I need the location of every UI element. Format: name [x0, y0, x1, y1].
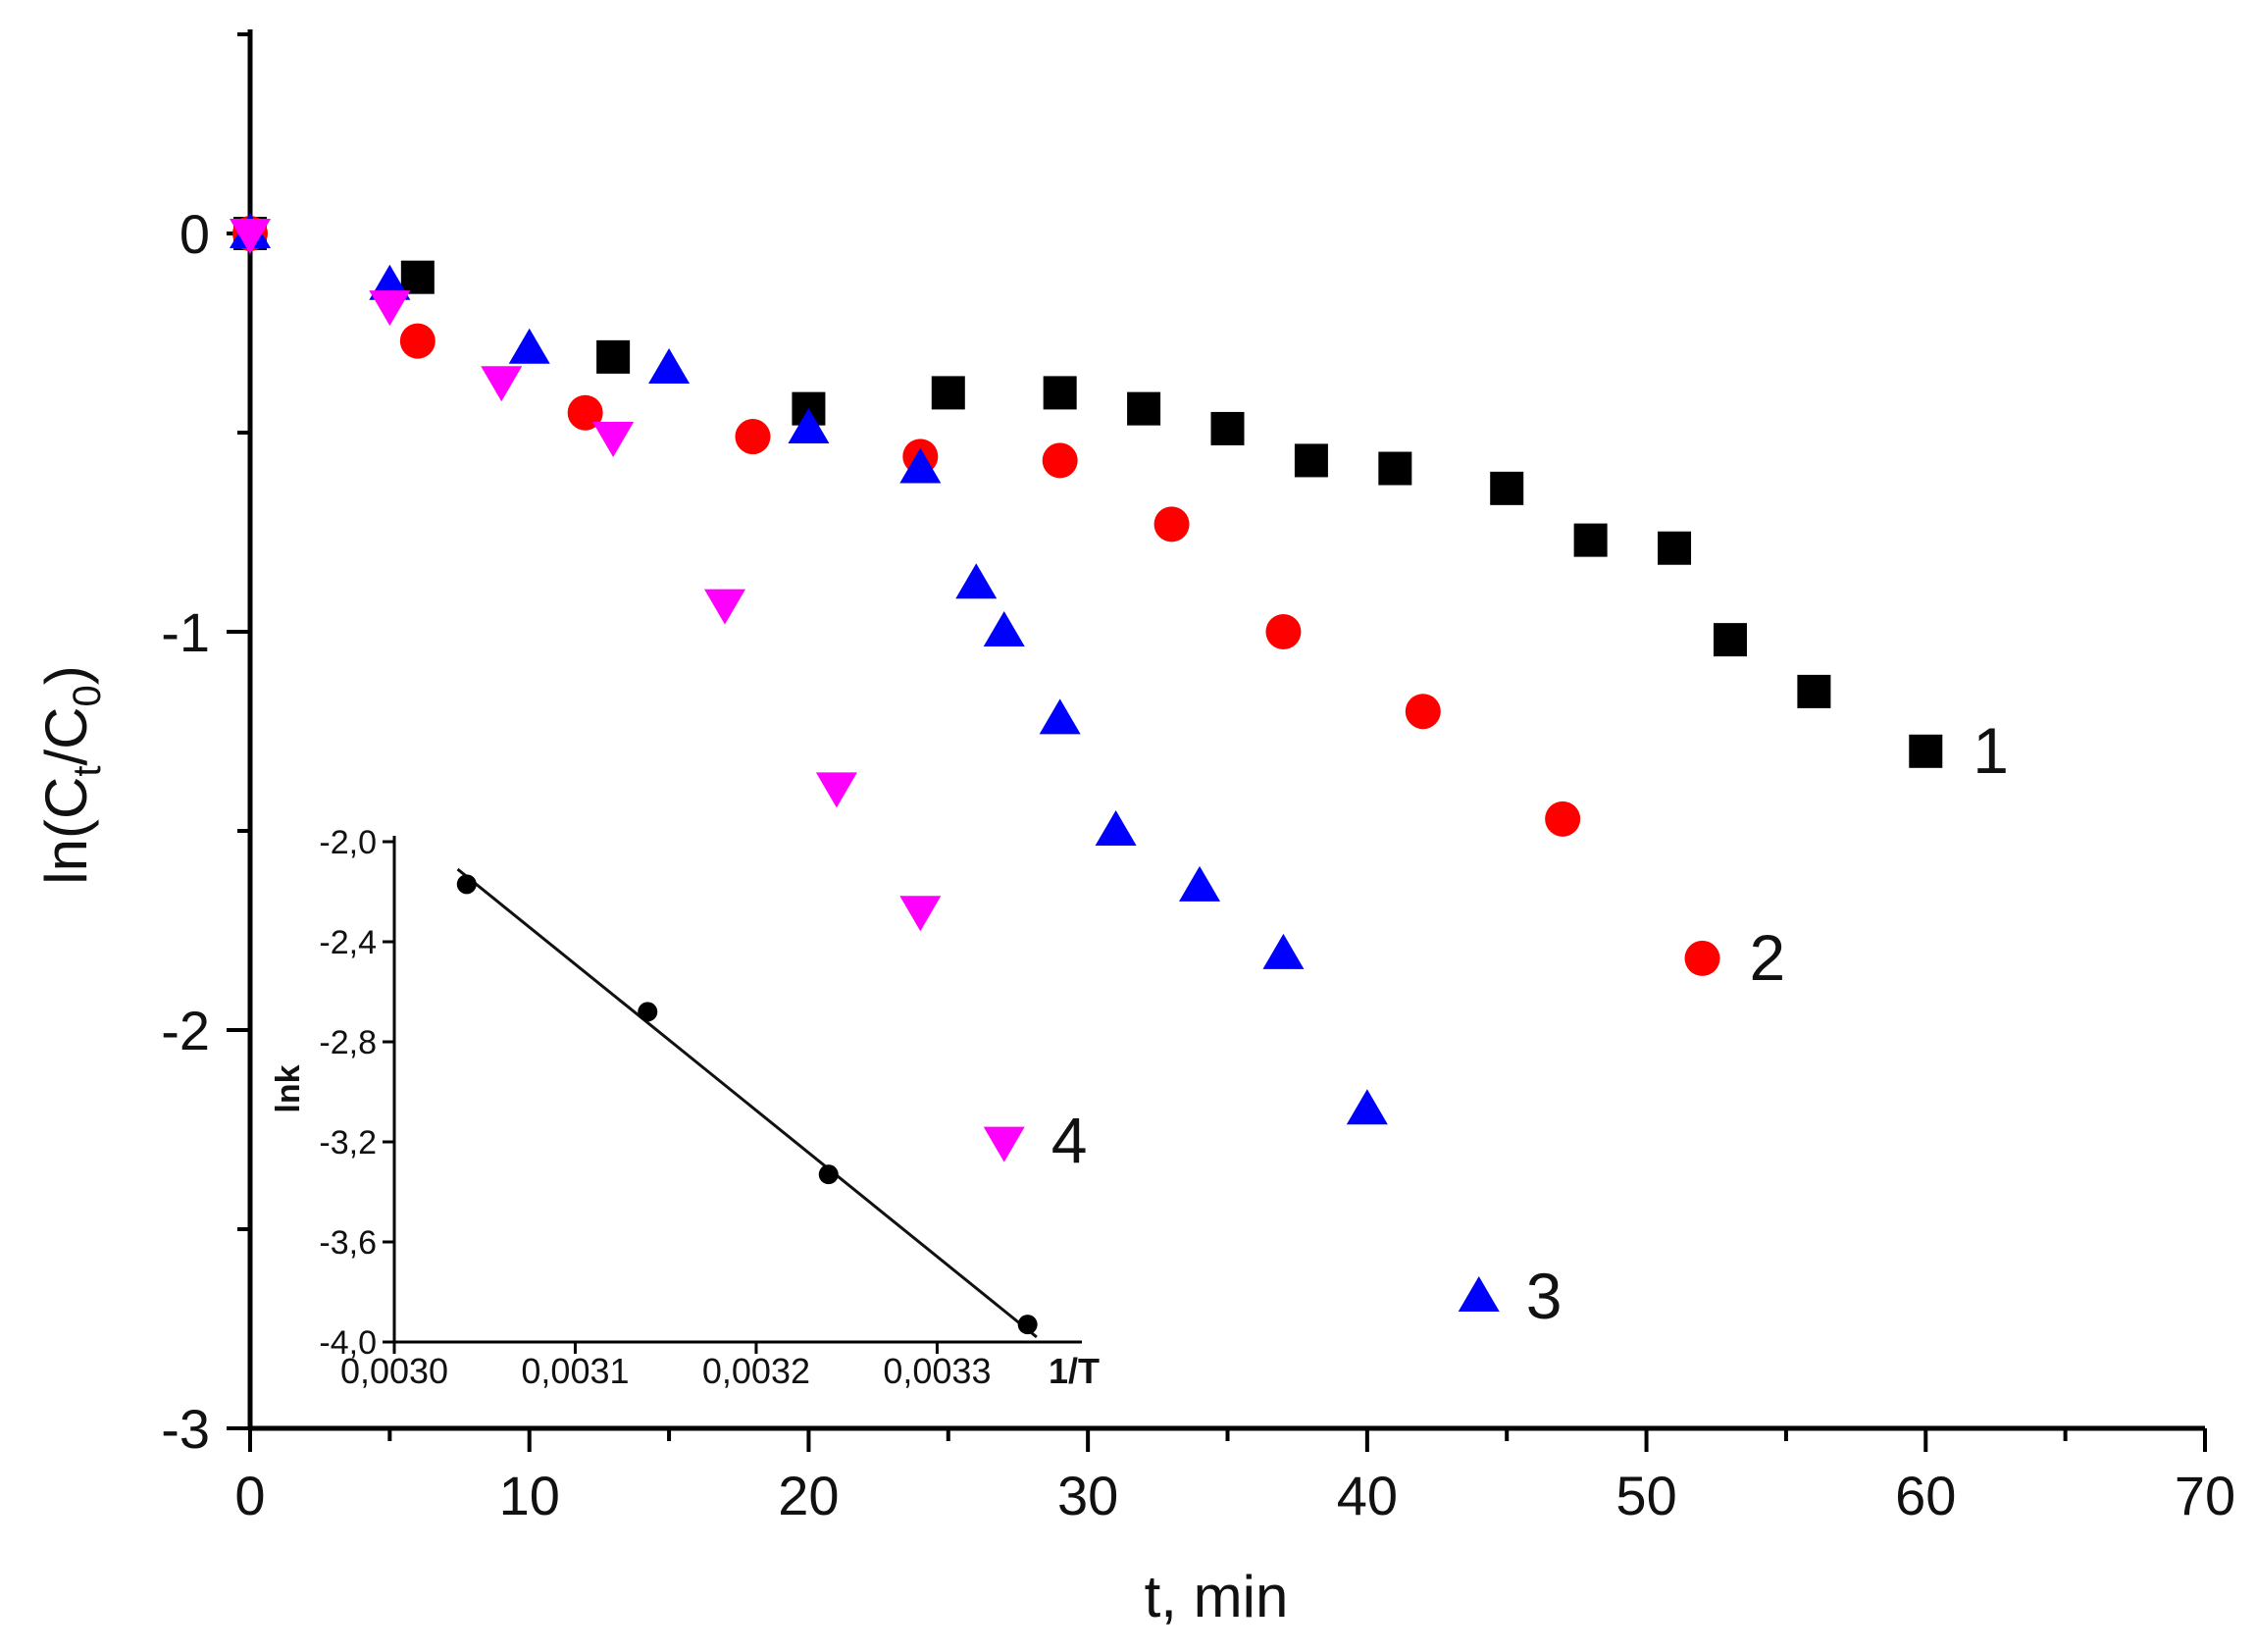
series-labels: 1 2 3 4 [1051, 714, 2009, 1332]
series-3-point [1262, 933, 1305, 969]
series-4-point [230, 219, 271, 254]
inset-axes [392, 836, 1082, 1344]
series-4-point [704, 589, 746, 625]
series-label-3: 3 [1526, 1260, 1563, 1332]
series-2-point [1545, 800, 1581, 837]
x-tick-label: 0 [234, 1465, 265, 1526]
series-2-point [1153, 506, 1190, 542]
main-ticks [227, 32, 2207, 1452]
y-tick-label: -1 [161, 601, 210, 663]
inset-y-tick-label: -3,2 [319, 1124, 377, 1162]
series-2-point [1405, 694, 1441, 730]
series-3-point [508, 328, 550, 364]
inset-x-tick-label: 0,0031 [521, 1351, 629, 1391]
series-label-4: 4 [1051, 1105, 1088, 1177]
inset-x-axis-title: 1/T [1049, 1351, 1100, 1391]
series-1-point [1658, 531, 1692, 565]
y-axis-title: ln(Ct/C0) [33, 665, 109, 884]
inset-x-tick-label: 0,0033 [883, 1351, 991, 1391]
inset-chart: 0,0030 0,0031 0,0032 0,0033 -2,0 -2,4 -2,8 -3,2… [270, 824, 1100, 1391]
series-1-point [1127, 391, 1161, 426]
inset-y-tick-label: -2,8 [319, 1024, 377, 1061]
x-axis-title: t, min [1145, 1564, 1289, 1629]
series-1-point [400, 260, 435, 294]
series-1-point [1043, 376, 1077, 410]
series-1-point [1210, 411, 1245, 445]
series-3-point [1458, 1276, 1500, 1313]
x-tick-label: 60 [1895, 1465, 1956, 1526]
series-3-point [1179, 865, 1221, 902]
series-3-point [1095, 810, 1137, 846]
inset-tick-labels: 0,0030 0,0031 0,0032 0,0033 -2,0 -2,4 -2,8 -3,2… [319, 824, 991, 1391]
inset-y-tick-label: -4,0 [319, 1324, 377, 1362]
x-tick-label: 30 [1057, 1465, 1118, 1526]
series-2-point [567, 394, 603, 431]
inset-fit-segment [456, 867, 1038, 1339]
series-4 [230, 219, 1025, 1162]
x-tick-label: 10 [499, 1465, 560, 1526]
x-tick-label: 20 [778, 1465, 839, 1526]
y-tick-label: -2 [161, 1000, 210, 1061]
series-3-point [788, 407, 830, 443]
inset-y-axis-title: lnk [270, 1064, 307, 1112]
series-1-point [1713, 623, 1747, 657]
main-axes [247, 29, 2205, 1431]
series-layer [230, 213, 1943, 1313]
series-1-point [1797, 674, 1831, 708]
inset-point [638, 1002, 658, 1022]
series-2-point [735, 419, 771, 455]
series-1-point [596, 339, 631, 374]
inset-points [456, 874, 1038, 1335]
series-3-point [983, 611, 1025, 646]
series-4-point [592, 422, 635, 458]
series-4-point [481, 366, 523, 402]
series-2-point [1684, 940, 1720, 976]
series-3-point [648, 348, 691, 385]
series-3 [230, 213, 1500, 1313]
main-tick-labels: 0 10 20 30 40 50 60 70 0 -1 -2 -3 [161, 203, 2235, 1526]
x-tick-label: 70 [2175, 1465, 2235, 1526]
series-2-point [399, 323, 436, 359]
inset-x-tick-label: 0,0030 [340, 1351, 448, 1391]
series-1-point [1378, 451, 1412, 486]
inset-point [456, 874, 477, 895]
series-4-point [369, 290, 411, 327]
series-label-2: 2 [1750, 921, 1786, 994]
inset-y-tick-label: -3,6 [319, 1224, 377, 1262]
series-2-point [1265, 614, 1302, 649]
series-3-point [1039, 698, 1081, 735]
series-1 [233, 217, 1943, 768]
inset-point [1017, 1315, 1038, 1335]
series-3-point [899, 447, 942, 484]
inset-y-tick-label: -2,4 [319, 924, 377, 961]
series-1-point [931, 376, 965, 410]
series-2-point [1042, 442, 1078, 479]
series-4-point [983, 1126, 1025, 1162]
series-3-point [1346, 1089, 1388, 1125]
x-tick-label: 50 [1615, 1465, 1676, 1526]
series-1-point [1490, 471, 1524, 505]
series-1-point [1294, 443, 1328, 478]
y-tick-label: 0 [179, 203, 210, 265]
series-1-point [1573, 523, 1608, 557]
series-4-point [815, 772, 857, 808]
inset-y-tick-label: -2,0 [319, 824, 377, 861]
series-label-1: 1 [1973, 714, 2009, 787]
inset-point [818, 1164, 839, 1185]
inset-ticks [383, 840, 939, 1354]
x-tick-label: 40 [1337, 1465, 1398, 1526]
inset-x-tick-label: 0,0032 [702, 1351, 810, 1391]
series-1-point [1909, 734, 1943, 768]
series-3-point [955, 563, 998, 599]
y-tick-label: -3 [161, 1398, 210, 1460]
inset-fit-line [456, 867, 1038, 1339]
series-4-point [899, 896, 942, 932]
